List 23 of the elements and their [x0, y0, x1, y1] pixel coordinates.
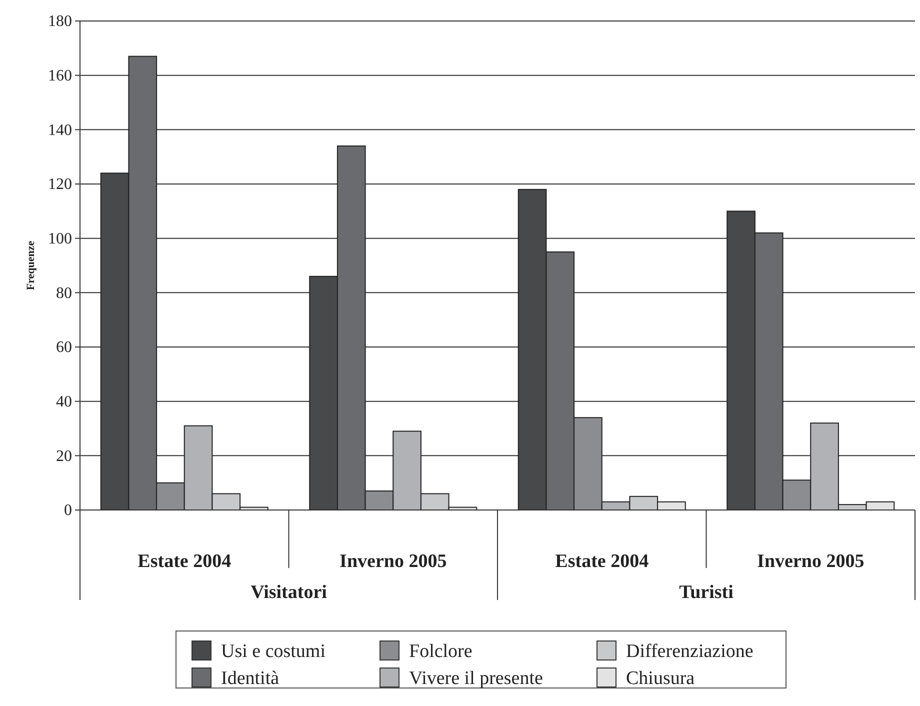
x-tick-label: Estate 2004 [555, 551, 650, 572]
y-tick-label: 20 [56, 448, 72, 465]
legend-label: Chiusura [626, 668, 696, 689]
y-tick-label: 80 [56, 284, 72, 302]
y-tick-label: 60 [56, 339, 72, 356]
y-tick-label: 160 [48, 67, 72, 84]
y-tick-label: 0 [64, 502, 72, 520]
y-tick-label: 40 [56, 393, 72, 410]
x-tick-label: Inverno 2005 [757, 551, 864, 572]
y-tick-label: 180 [48, 13, 72, 30]
y-tick-label: 140 [48, 122, 72, 139]
legend-label: Differenziazione [626, 641, 754, 662]
y-tick-label: 100 [48, 230, 72, 248]
y-axis-title: Frequenze [25, 240, 37, 290]
text: Visitatori [250, 582, 327, 603]
y-tick-label: 120 [48, 176, 72, 194]
x-tick-label: Estate 2004 [138, 551, 232, 572]
text: Turisti [679, 582, 734, 603]
legend-label: Usi e costumi [221, 641, 326, 662]
x-tick-label: Inverno 2005 [340, 551, 447, 572]
legend-label: Vivere il presente [409, 668, 543, 689]
legend-label: Folclore [409, 641, 472, 662]
legend-label: Identità [221, 668, 280, 689]
